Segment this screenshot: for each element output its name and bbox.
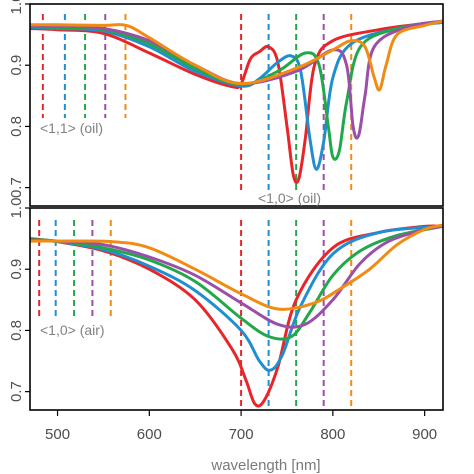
x-tick-label: 700 bbox=[229, 426, 254, 443]
x-axis-title: wavelength [nm] bbox=[210, 457, 320, 474]
spectrum-line-1 bbox=[30, 20, 443, 184]
panel-frame bbox=[29, 207, 444, 411]
y-tick-label: 0.7 bbox=[8, 381, 25, 402]
y-tick-label: 0.9 bbox=[8, 55, 25, 76]
y-tick-label: 0.9 bbox=[8, 259, 25, 280]
resonance-annotation: <1,1> (oil) bbox=[40, 120, 103, 136]
y-tick-label: 1.0 bbox=[8, 0, 25, 14]
y-tick-label: 0.7 bbox=[8, 177, 25, 198]
plot-area bbox=[30, 220, 443, 408]
spectrum-line-5 bbox=[30, 223, 443, 311]
top-panel: 0.7 0.8 0.9 1.0 <1,1> (oil) <1,0> (oil) bbox=[8, 0, 444, 207]
y-tick-label: 0.8 bbox=[8, 320, 25, 341]
bottom-panel: 0.7 0.8 0.9 1.0 <1,0> (air) bbox=[8, 198, 444, 411]
resonance-annotation: <1,0> (oil) bbox=[258, 190, 321, 206]
x-axis: 500 600 700 800 900 bbox=[45, 410, 437, 443]
y-tick-label: 1.0 bbox=[8, 198, 25, 219]
resonance-annotation: <1,0> (air) bbox=[40, 322, 105, 338]
spectrum-line-2 bbox=[30, 224, 443, 372]
y-tick-label: 0.8 bbox=[8, 116, 25, 137]
plot-area bbox=[30, 14, 443, 193]
x-tick-label: 600 bbox=[137, 426, 162, 443]
x-tick-label: 500 bbox=[45, 426, 70, 443]
panel-frame bbox=[29, 3, 444, 207]
x-tick-label: 800 bbox=[320, 426, 345, 443]
spectrum-line-3 bbox=[30, 19, 443, 161]
spectrum-line-5 bbox=[30, 19, 443, 92]
spectrum-line-4 bbox=[30, 224, 443, 329]
spectrum-line-2 bbox=[30, 20, 443, 171]
spectrum-line-3 bbox=[30, 224, 443, 341]
x-tick-label: 900 bbox=[412, 426, 437, 443]
